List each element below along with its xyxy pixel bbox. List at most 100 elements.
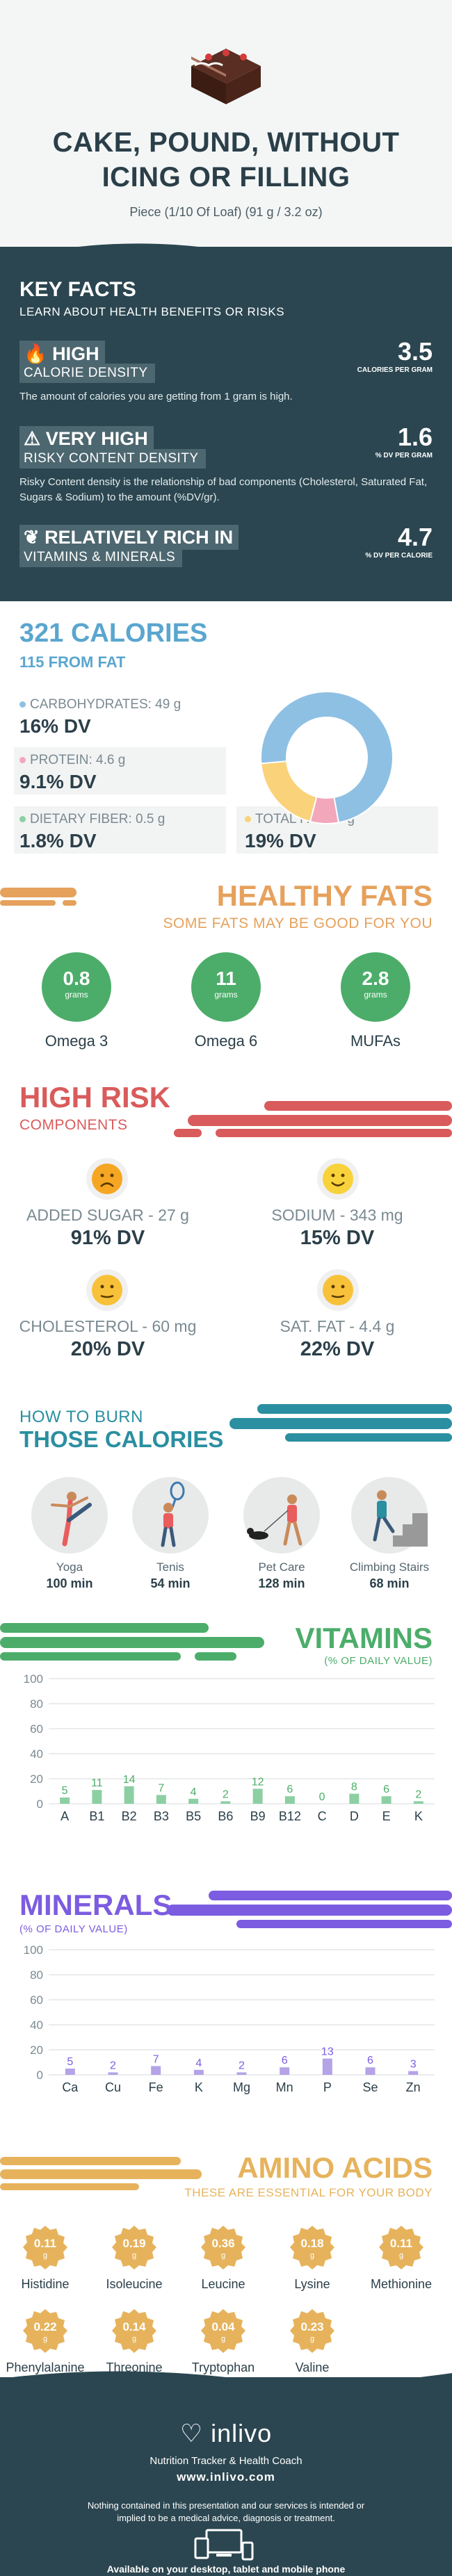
amino-badge: 0.11g bbox=[23, 2226, 67, 2269]
x-tick-label: A bbox=[60, 1809, 69, 1823]
amino-name: Methionine bbox=[370, 2277, 433, 2291]
climbing-stairs-icon bbox=[351, 1477, 428, 1554]
bar-Zn bbox=[408, 2071, 419, 2075]
bar-P bbox=[322, 2058, 332, 2075]
tennis-icon bbox=[132, 1477, 209, 1554]
pet-care-minutes: 128 min bbox=[258, 1576, 305, 1590]
bar-value-label: 5 bbox=[67, 2056, 73, 2068]
amino-value: 0.11 bbox=[390, 2237, 412, 2250]
minerals-title: MINERALS bbox=[19, 1889, 172, 1921]
x-tick-label: K bbox=[195, 2080, 203, 2094]
decor-stripes-right bbox=[229, 1404, 452, 1442]
footer-url[interactable]: www.inlivo.com bbox=[177, 2470, 275, 2484]
bar-value-label: 7 bbox=[158, 1782, 164, 1794]
healthy-fats-section: HEALTHY FATS SOME FATS MAY BE GOOD FOR Y… bbox=[0, 872, 452, 1081]
donut-slice-fat bbox=[260, 760, 318, 823]
amino-title: AMINO ACIDS bbox=[237, 2151, 433, 2184]
amino-unit: g bbox=[399, 2251, 403, 2260]
decor-stripes-right bbox=[174, 1101, 452, 1137]
bar-value-label: 12 bbox=[252, 1776, 264, 1788]
amino-unit: g bbox=[132, 2335, 136, 2343]
calorie-density-sublabel: CALORIE DENSITY bbox=[19, 364, 155, 383]
climbing-stairs-minutes: 68 min bbox=[369, 1576, 410, 1590]
minerals-bar-chart: 0 20 40 60 80 100 5 Ca 2 Cu 7 Fe 4 K 2 Mg 6 Mn 13 P 6 Se 3 Zn bbox=[24, 1943, 435, 2094]
y-tick-label: 40 bbox=[30, 2019, 43, 2032]
amino-badge: 0.04 g bbox=[201, 2309, 245, 2353]
amino-unit: g bbox=[310, 2251, 314, 2260]
bar-B12 bbox=[284, 1796, 295, 1804]
vitamins-bar-chart: 0 20 40 60 80 100 5 A 11 B1 14 B2 7 B3 4 B5 2 B6 12 B9 6 B12 0… bbox=[24, 1672, 435, 1823]
inlivo-logo: ♡ inlivo bbox=[179, 2419, 273, 2447]
x-tick-label: B6 bbox=[218, 1809, 233, 1823]
y-tick-label: 40 bbox=[30, 1747, 43, 1761]
bar-value-label: 8 bbox=[351, 1782, 357, 1793]
leaf-icon: ❦ bbox=[24, 527, 40, 548]
key-facts-title: KEY FACTS bbox=[19, 278, 136, 301]
y-tick-label: 100 bbox=[24, 1672, 43, 1686]
amino-badge: 0.14 g bbox=[112, 2309, 156, 2353]
risky-density-desc: Risky Content density is the relationshi… bbox=[19, 476, 428, 503]
vitamins-section: VITAMINS (% OF DAILY VALUE) 0 20 40 60 80 100… bbox=[0, 1609, 452, 1866]
vitamins-rich-label: ❦ RELATIVELY RICH IN bbox=[19, 525, 239, 550]
x-tick-label: Mn bbox=[276, 2080, 293, 2094]
bar-B1 bbox=[92, 1790, 102, 1804]
x-tick-label: C bbox=[318, 1809, 327, 1823]
bar-Fe bbox=[151, 2066, 161, 2075]
macro-protein: PROTEIN: 4.6 g 9.1% DV bbox=[14, 747, 226, 794]
pet-care-icon bbox=[243, 1477, 320, 1554]
bar-Mg bbox=[236, 2072, 247, 2075]
climbing-stairs-label: Climbing Stairs bbox=[349, 1560, 430, 1574]
x-tick-label: K bbox=[414, 1809, 423, 1823]
y-tick-label: 80 bbox=[30, 1968, 43, 1982]
amino-name: Lysine bbox=[294, 2277, 330, 2291]
bar-K bbox=[193, 2069, 204, 2075]
vitamins-rich-unit: % DV PER CALORIE bbox=[365, 552, 433, 560]
bar-B2 bbox=[124, 1786, 134, 1804]
y-tick-label: 20 bbox=[30, 1772, 43, 1786]
cholesterol-dv: 20% DV bbox=[70, 1338, 145, 1360]
calories-title: 321 CALORIES bbox=[19, 619, 208, 648]
amino-name: Phenylalanine bbox=[6, 2361, 85, 2374]
tennis-minutes: 54 min bbox=[150, 1576, 191, 1590]
amino-value: 0.18 bbox=[300, 2237, 323, 2250]
bar-value-label: 4 bbox=[191, 1786, 197, 1798]
omega3-circle: 0.8 grams bbox=[42, 952, 111, 1022]
neutral-face-icon bbox=[86, 1269, 128, 1311]
calories-section: 321 CALORIES 115 FROM FAT CARBOHYDRATES:… bbox=[0, 612, 452, 869]
macro-donut-chart bbox=[260, 691, 394, 824]
bar-value-label: 6 bbox=[383, 1784, 389, 1795]
donut-slice-carbohydrates bbox=[260, 691, 394, 824]
footer-tagline: Nutrition Tracker & Health Coach bbox=[150, 2455, 302, 2467]
x-tick-label: Zn bbox=[406, 2080, 421, 2094]
decor-stripes-right bbox=[167, 1891, 452, 1928]
vitamins-rich-sublabel: VITAMINS & MINERALS bbox=[19, 548, 183, 567]
bar-value-label: 6 bbox=[367, 2055, 373, 2066]
footer-disclaimer: Nothing contained in this presentation a… bbox=[87, 2500, 365, 2523]
bar-value-label: 0 bbox=[319, 1791, 325, 1803]
y-tick-label: 0 bbox=[37, 1798, 43, 1811]
x-tick-label: B12 bbox=[279, 1809, 301, 1823]
decor-stripes-left bbox=[0, 1623, 264, 1661]
risky-density-unit: % DV PER GRAM bbox=[375, 452, 433, 459]
x-tick-label: B1 bbox=[89, 1809, 104, 1823]
fiber-dot bbox=[19, 816, 26, 823]
high-risk-section: HIGH RISK COMPONENTS ADDED SUGAR - 27 g … bbox=[0, 1070, 452, 1376]
bar-Ca bbox=[65, 2069, 75, 2075]
yoga-label: Yoga bbox=[56, 1560, 83, 1574]
bar-value-label: 5 bbox=[62, 1785, 68, 1797]
amino-value: 0.14 bbox=[122, 2320, 146, 2333]
yoga-icon bbox=[31, 1477, 108, 1554]
pet-care-label: Pet Care bbox=[258, 1560, 305, 1574]
bar-value-label: 3 bbox=[410, 2059, 417, 2071]
amino-name: Threonine bbox=[106, 2361, 163, 2374]
y-tick-label: 80 bbox=[30, 1697, 43, 1711]
bar-value-label: 2 bbox=[239, 2060, 245, 2071]
x-tick-label: P bbox=[323, 2080, 332, 2094]
x-tick-label: Cu bbox=[105, 2080, 121, 2094]
mufas-label: MUFAs bbox=[350, 1032, 401, 1050]
amino-subtitle: THESE ARE ESSENTIAL FOR YOUR BODY bbox=[184, 2186, 433, 2199]
key-facts-section: KEY FACTS LEARN ABOUT HEALTH BENEFITS OR… bbox=[0, 243, 452, 601]
x-tick-label: Fe bbox=[149, 2080, 163, 2094]
burn-title-line2: THOSE CALORIES bbox=[19, 1426, 224, 1452]
y-tick-label: 20 bbox=[30, 2044, 43, 2057]
